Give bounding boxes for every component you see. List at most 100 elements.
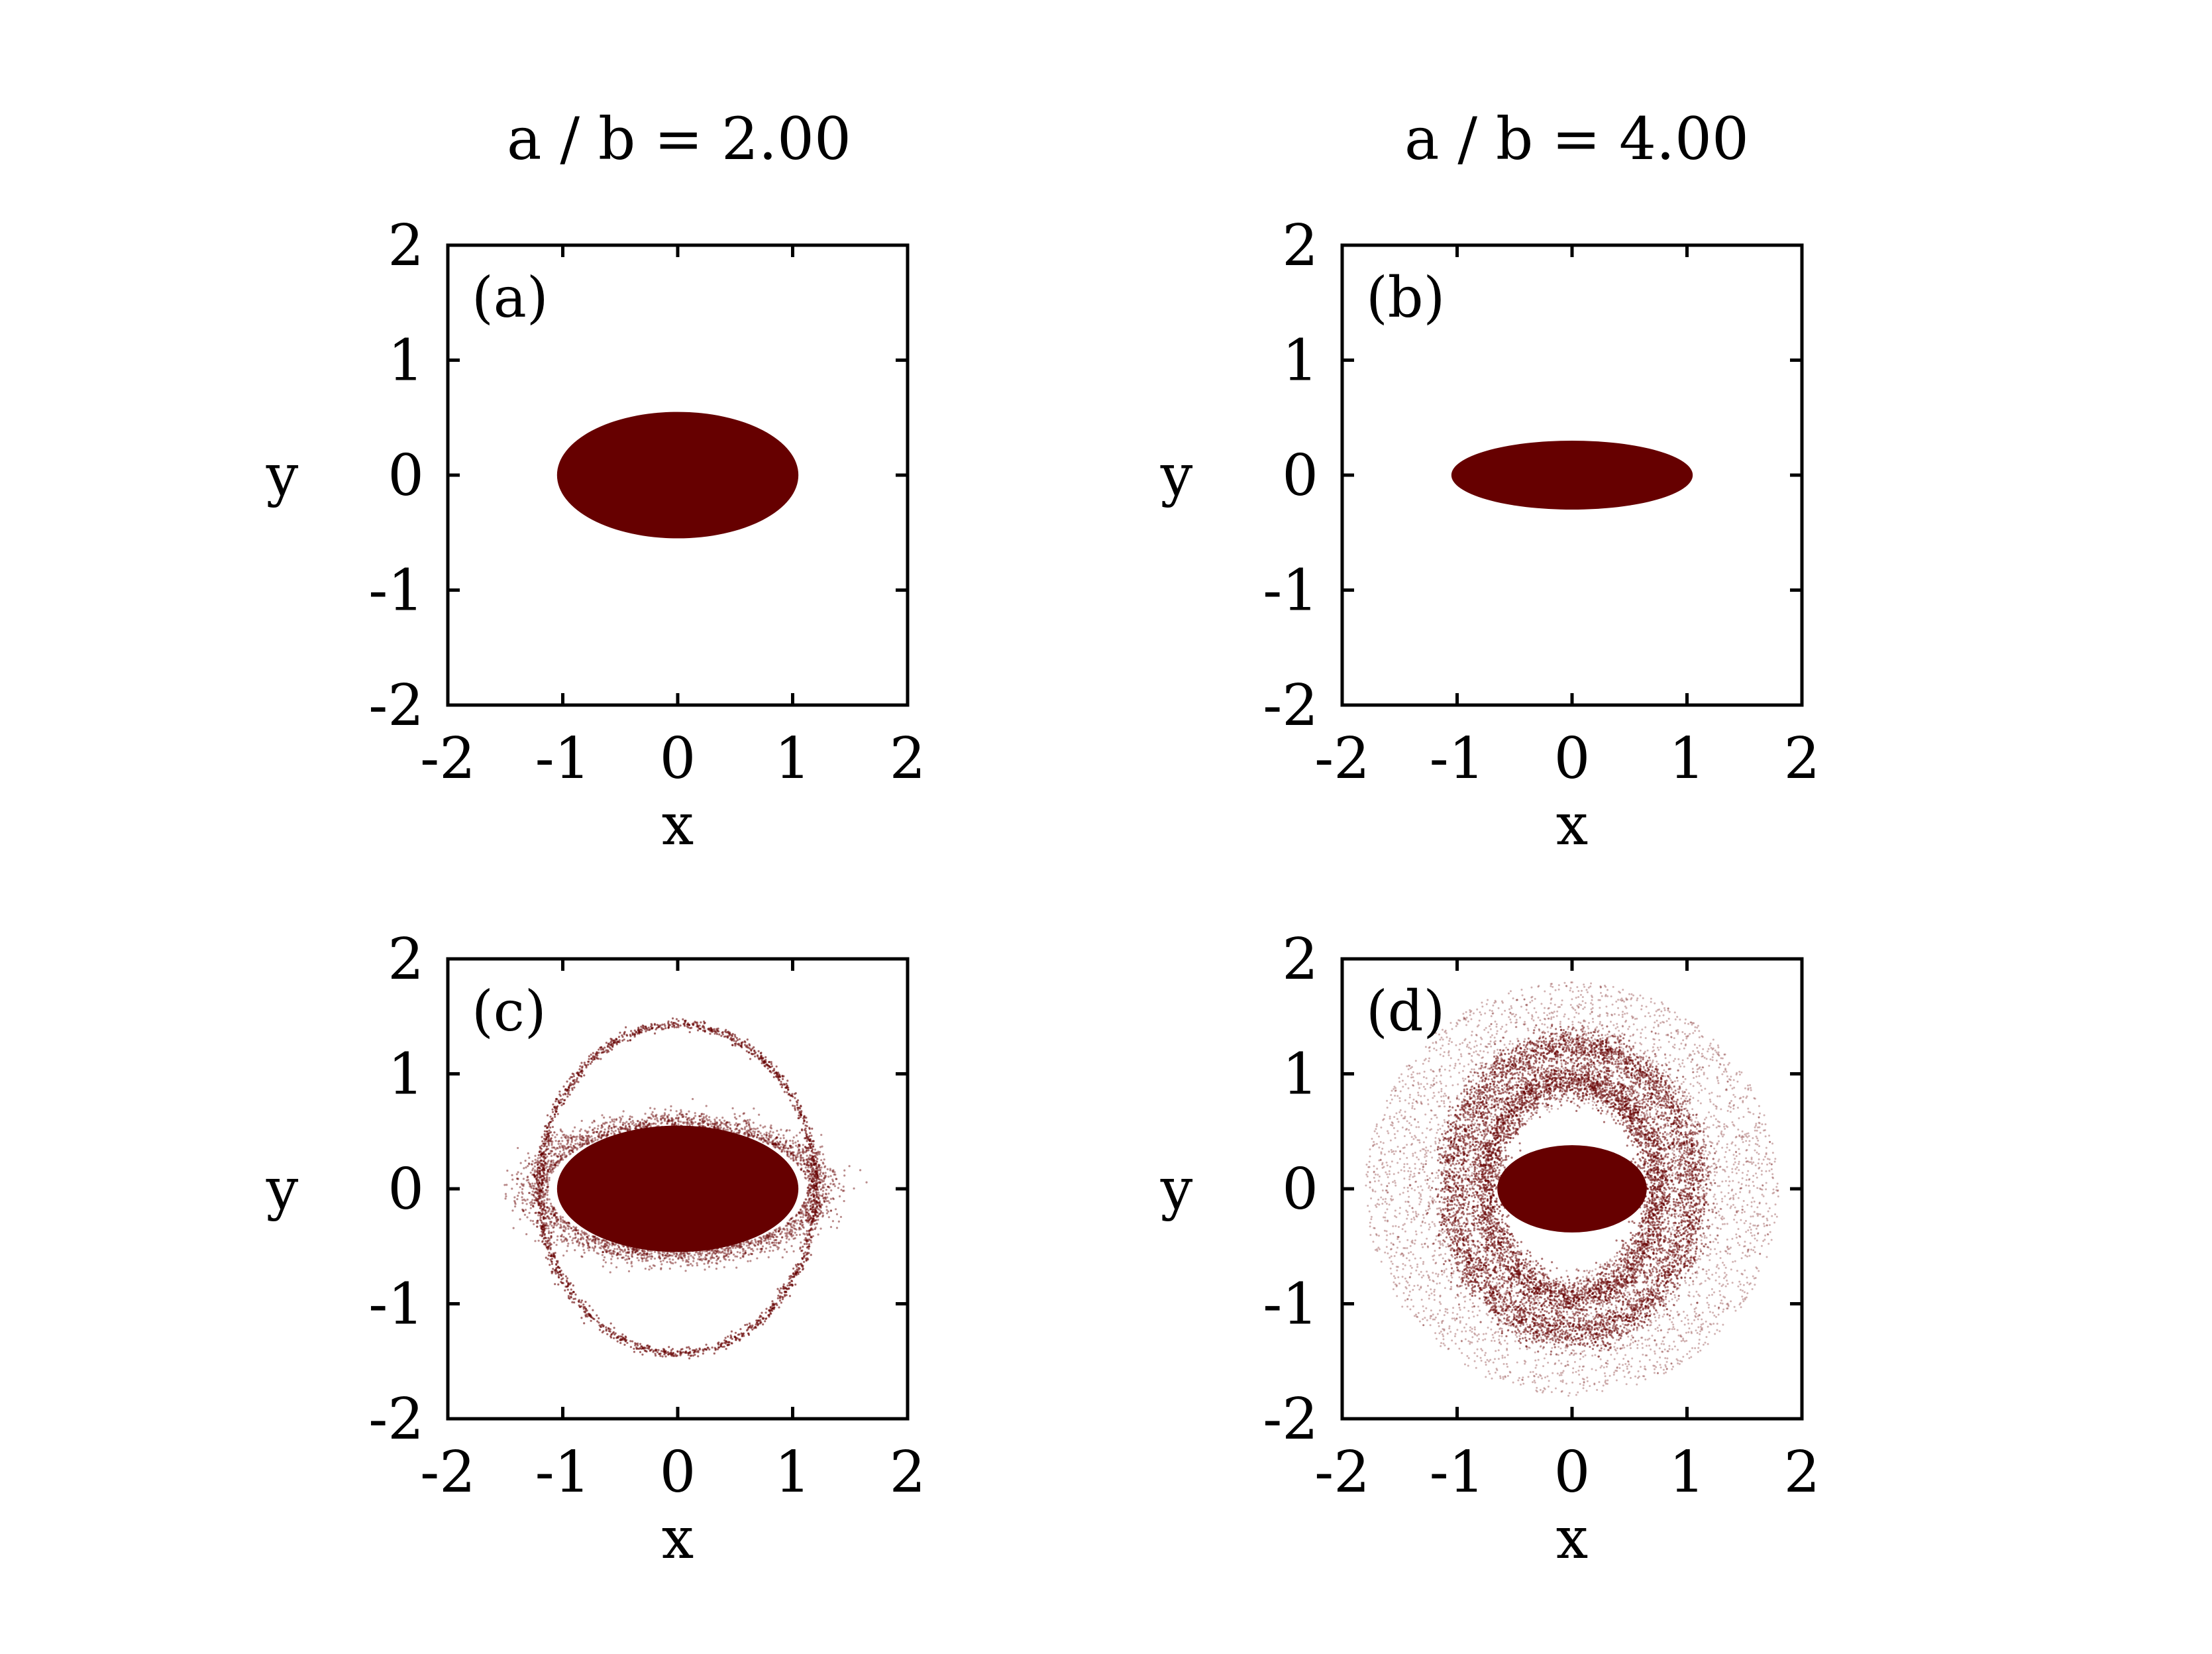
diffuse-point (1656, 1311, 1659, 1314)
ring-point (737, 1042, 740, 1045)
halo-point (796, 1162, 798, 1165)
halo-point (521, 1201, 524, 1205)
halo-point (749, 1242, 751, 1245)
halo-point (793, 1227, 796, 1230)
halo-point (744, 1120, 747, 1123)
halo-point (556, 1146, 558, 1149)
halo-point (645, 1258, 647, 1260)
diffuse-point (1657, 1264, 1659, 1267)
halo-point (796, 1140, 800, 1142)
halo-point (800, 1164, 803, 1166)
halo-point (786, 1231, 788, 1235)
ring-point (801, 1249, 804, 1252)
diffuse-point (1368, 1210, 1371, 1213)
halo-point (586, 1135, 589, 1138)
halo-point (710, 1121, 712, 1123)
halo-point (730, 1130, 733, 1132)
ring-point (532, 1193, 535, 1196)
diffuse-point (1433, 1199, 1436, 1201)
diffuse-point (1405, 1127, 1408, 1130)
halo-point (764, 1140, 766, 1142)
halo-point (566, 1147, 569, 1150)
halo-point (573, 1126, 576, 1129)
halo-point (734, 1128, 737, 1130)
halo-point (797, 1162, 800, 1164)
halo-point (713, 1249, 715, 1252)
halo-point (563, 1151, 566, 1154)
halo-point (545, 1179, 547, 1182)
halo-point (653, 1122, 655, 1125)
diffuse-point (1412, 1288, 1414, 1291)
ring-point (764, 1065, 766, 1068)
ring-point (808, 1247, 810, 1250)
halo-point (631, 1265, 633, 1268)
halo-point (809, 1201, 812, 1204)
ring-point (787, 1088, 790, 1091)
halo-point (776, 1246, 778, 1248)
ring-point (818, 1178, 821, 1181)
halo-point (774, 1142, 776, 1145)
ring-point (789, 1099, 792, 1102)
diffuse-point (1661, 1315, 1664, 1318)
halo-point (799, 1156, 802, 1158)
halo-point (713, 1123, 716, 1125)
halo-point (812, 1143, 815, 1146)
ring-point (583, 1322, 586, 1325)
halo-point (804, 1151, 807, 1154)
ring-point (746, 1038, 749, 1041)
halo-point (616, 1252, 619, 1254)
halo-point (614, 1129, 617, 1132)
diffuse-point (1412, 1253, 1414, 1256)
ring-point (545, 1156, 547, 1160)
halo-point (761, 1247, 763, 1250)
halo-point (558, 1162, 560, 1164)
halo-point (550, 1231, 553, 1234)
halo-point (624, 1127, 627, 1130)
ring-point (683, 1024, 686, 1027)
diffuse-point (1572, 1367, 1575, 1370)
halo-point (609, 1116, 611, 1119)
diffuse-point (1685, 1339, 1688, 1342)
ring-point (560, 1274, 563, 1277)
halo-point (702, 1113, 705, 1116)
halo-point (636, 1120, 639, 1123)
halo-point (749, 1134, 751, 1138)
halo-point (660, 1267, 662, 1270)
halo-point (747, 1134, 750, 1137)
halo-point (801, 1204, 804, 1207)
halo-point (578, 1136, 581, 1139)
x-tick-label: 2 (890, 1439, 926, 1506)
halo-point (550, 1160, 553, 1163)
halo-point (637, 1125, 640, 1127)
diffuse-point (1426, 1237, 1428, 1240)
halo-point (682, 1115, 685, 1118)
halo-point (627, 1250, 629, 1254)
halo-point (795, 1144, 798, 1147)
ring-point (662, 1028, 665, 1030)
diffuse-point (1662, 1127, 1665, 1129)
ring-point (619, 1342, 622, 1345)
halo-point (626, 1262, 629, 1264)
halo-point (613, 1132, 616, 1135)
ring-point (783, 1091, 786, 1093)
ring-point (721, 1342, 724, 1345)
halo-point (719, 1123, 721, 1126)
halo-point (798, 1152, 800, 1154)
diffuse-point (1727, 1248, 1730, 1250)
diffuse-point (1757, 1139, 1760, 1142)
diffuse-point (1650, 997, 1652, 1000)
halo-point (528, 1191, 531, 1194)
halo-point (602, 1250, 604, 1254)
halo-point (627, 1128, 630, 1130)
halo-point (807, 1195, 810, 1197)
ring-point (674, 1353, 677, 1356)
halo-point (820, 1203, 823, 1206)
ring-point (771, 1300, 774, 1303)
diffuse-point (1524, 1362, 1526, 1365)
halo-point (705, 1254, 708, 1256)
halo-point (554, 1164, 557, 1167)
halo-point (833, 1173, 835, 1176)
x-axis-label: x (662, 1506, 694, 1572)
ring-point (664, 1350, 667, 1352)
halo-point (768, 1236, 770, 1239)
